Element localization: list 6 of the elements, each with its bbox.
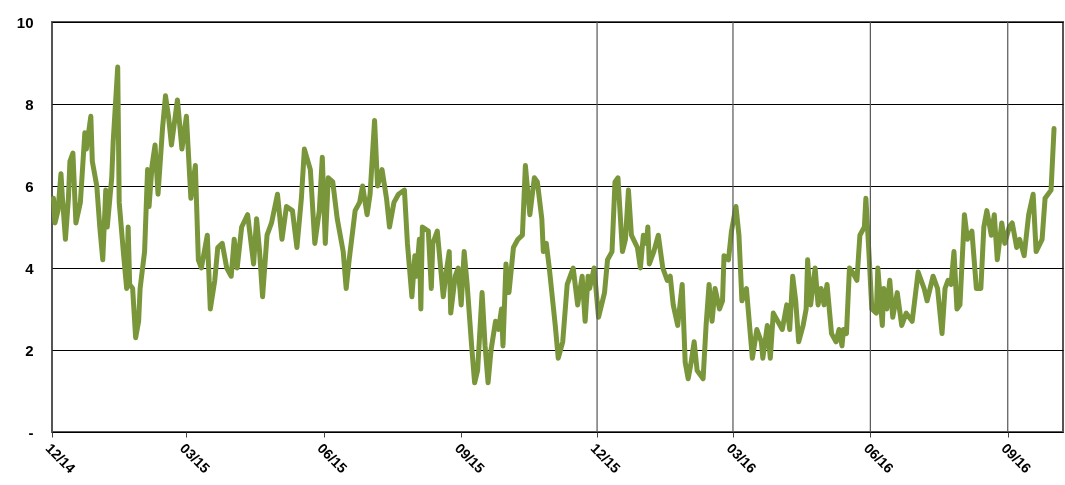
y-tick-label: - [28,423,34,441]
y-tick-label: 2 [25,341,34,359]
y-tick-label: 10 [16,13,34,31]
y-tick-label: 4 [25,259,35,277]
y-tick-label: 6 [25,177,34,195]
y-tick-label: 8 [25,95,34,113]
